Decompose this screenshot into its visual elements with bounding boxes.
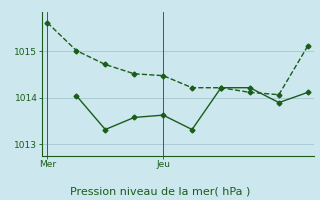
Text: Pression niveau de la mer( hPa ): Pression niveau de la mer( hPa ) (70, 186, 250, 196)
